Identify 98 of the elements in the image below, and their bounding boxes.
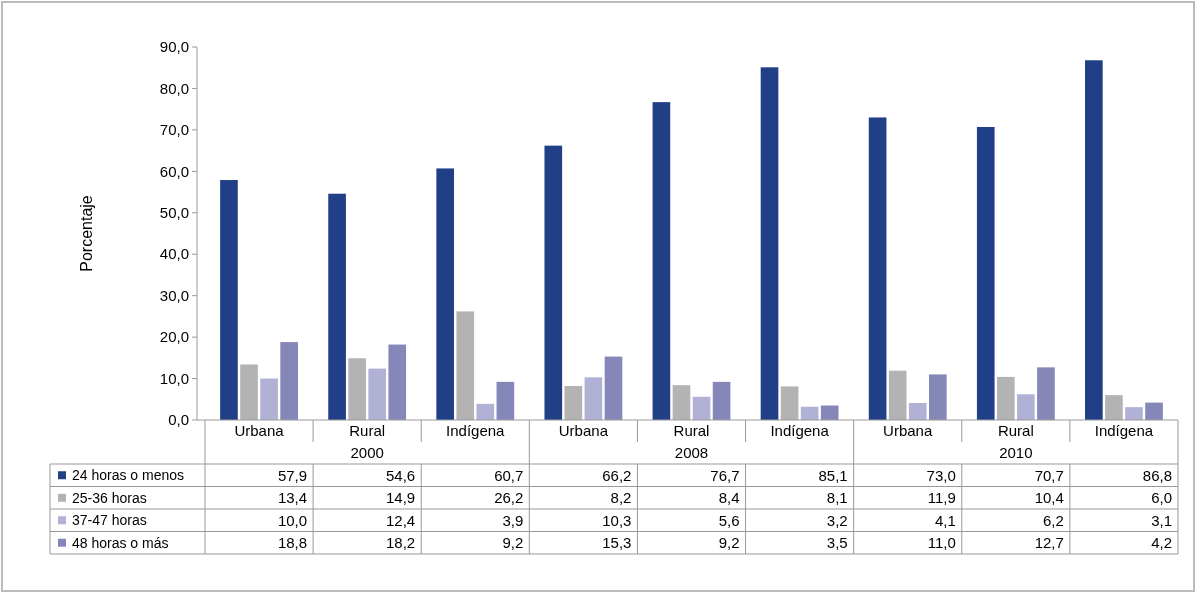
bar (604, 356, 623, 420)
data-label: 12,7 (1034, 534, 1064, 551)
bar (780, 386, 799, 420)
data-label: 8,2 (610, 489, 632, 506)
bar (220, 180, 238, 420)
data-label: 6,0 (1151, 489, 1172, 506)
data-label: 66,2 (602, 466, 632, 484)
x-tick-label: Rural (997, 422, 1034, 440)
data-label: 4,1 (934, 511, 956, 529)
bar (712, 381, 731, 420)
bar (1145, 402, 1163, 420)
data-label: 3,5 (826, 534, 848, 551)
data-label: 54,6 (386, 466, 416, 484)
bar (496, 381, 515, 420)
data-label: 70,7 (1034, 466, 1064, 484)
x-tick-label: Indígena (1094, 422, 1154, 440)
data-label: 11,0 (927, 534, 956, 551)
data-label: 3,1 (1151, 511, 1172, 529)
bar (328, 193, 346, 420)
data-label: 3,9 (502, 511, 524, 529)
bar (928, 374, 947, 420)
y-tick-label: 90,0 (159, 38, 189, 56)
bar (240, 364, 258, 420)
data-label: 14,9 (386, 489, 416, 506)
data-label: 26,2 (494, 489, 524, 506)
text: 2000 (350, 444, 384, 462)
bar (260, 378, 278, 420)
data-label: 8,4 (718, 489, 740, 506)
bar (564, 386, 583, 420)
data-label: 73,0 (926, 466, 956, 484)
y-tick-label: 70,0 (159, 121, 189, 139)
bar (1105, 395, 1123, 420)
legend-label: 25-36 horas (72, 489, 147, 506)
x-tick-label: Rural (673, 422, 710, 440)
data-label: 15,3 (602, 534, 632, 551)
y-axis-title: Porcentaje (78, 195, 95, 272)
bar (584, 377, 603, 420)
data-label: 9,2 (502, 534, 524, 551)
y-tick-label: 60,0 (159, 162, 189, 180)
data-label: 85,1 (818, 466, 848, 484)
bar (280, 342, 298, 420)
data-label: 11,9 (927, 489, 956, 506)
data-label: 8,1 (826, 489, 848, 506)
data-label: 18,8 (277, 534, 308, 551)
data-label: 6,2 (1043, 511, 1064, 529)
text: 2010 (999, 444, 1033, 462)
bar (1037, 367, 1055, 420)
bar (1085, 60, 1103, 420)
x-tick-label: Urbana (883, 422, 933, 440)
bar (544, 145, 563, 420)
bar (652, 102, 671, 420)
y-tick-label: 40,0 (159, 245, 189, 263)
bar (820, 405, 839, 420)
y-tick-label: 30,0 (159, 286, 189, 304)
y-tick-label: 0,0 (168, 411, 189, 429)
data-label: 57,9 (277, 466, 308, 484)
data-label: 76,7 (710, 466, 740, 484)
data-label: 10,4 (1034, 489, 1064, 506)
y-tick-label: 10,0 (159, 369, 189, 387)
x-tick-label: Urbana (558, 422, 609, 440)
data-label: 3,2 (826, 511, 848, 529)
bar (868, 117, 887, 420)
data-label: 60,7 (494, 466, 524, 484)
data-label: 10,0 (277, 511, 308, 529)
x-tick-label: Urbana (234, 422, 285, 440)
data-label: 9,2 (718, 534, 740, 551)
bar (476, 403, 495, 420)
bar (908, 403, 927, 420)
data-label: 13,4 (277, 489, 308, 506)
data-label: 4,2 (1151, 534, 1172, 551)
bar (1017, 394, 1035, 420)
legend-label: 37-47 horas (72, 512, 147, 529)
data-label: 86,8 (1142, 466, 1172, 484)
bar (388, 344, 407, 420)
bar (976, 126, 995, 420)
x-tick-label: Indígena (446, 422, 506, 440)
bar (456, 311, 475, 420)
x-tick-label: Rural (349, 422, 386, 440)
data-label: 18,2 (386, 534, 416, 551)
bar (996, 376, 1015, 420)
bar (672, 385, 691, 420)
data-label: 12,4 (386, 511, 416, 529)
bar (1125, 407, 1143, 420)
bar (888, 370, 907, 420)
legend-label: 24 horas o menos (72, 467, 185, 484)
legend-label: 48 horas o más (72, 534, 169, 551)
text: 2008 (674, 444, 709, 462)
data-label: 10,3 (602, 511, 632, 529)
bar (368, 368, 387, 420)
bar (692, 396, 711, 420)
bar (436, 168, 455, 420)
x-tick-label: Indígena (770, 422, 830, 440)
bar (760, 67, 779, 420)
y-tick-label: 20,0 (159, 328, 189, 346)
data-label: 5,6 (718, 511, 740, 529)
bar (348, 358, 366, 420)
y-tick-label: 50,0 (159, 204, 189, 222)
y-tick-label: 80,0 (159, 79, 189, 97)
